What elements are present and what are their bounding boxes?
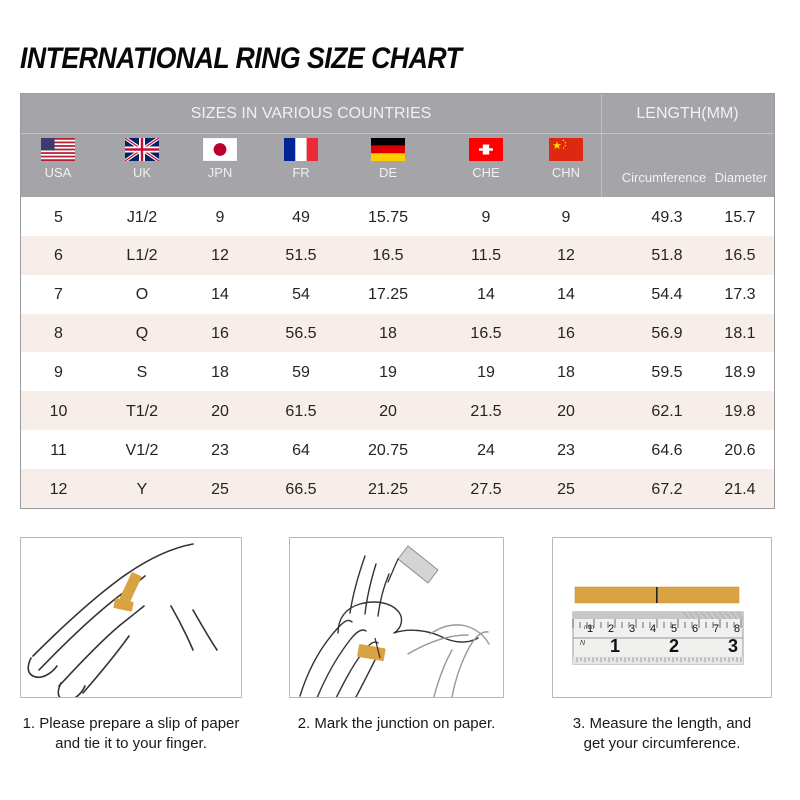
svg-text:6: 6 [692, 623, 698, 635]
svg-text:1: 1 [610, 636, 620, 656]
svg-text:2: 2 [669, 636, 679, 656]
svg-text:2: 2 [608, 623, 614, 635]
svg-text:4: 4 [650, 623, 656, 635]
svg-text:3: 3 [629, 623, 635, 635]
svg-text:3: 3 [728, 636, 738, 656]
svg-text:5: 5 [671, 623, 677, 635]
svg-text:7: 7 [713, 623, 719, 635]
svg-text:mm: mm [584, 625, 594, 631]
svg-text:8: 8 [734, 623, 740, 635]
